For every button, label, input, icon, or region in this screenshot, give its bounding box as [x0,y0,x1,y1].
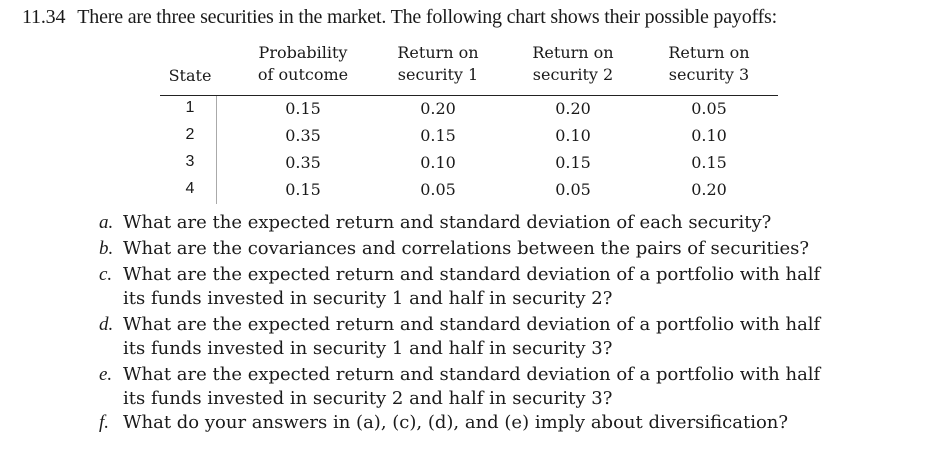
table-cell-return-3: 0.10 [691,126,727,145]
payoff-table: State Probability of outcome Return on s… [0,0,927,210]
header-rule [160,95,778,96]
header-probability-line-1: Probability [258,43,348,62]
header-state-line-1: State [168,66,212,85]
table-cell-probability: 0.15 [285,99,321,118]
header-security-1-line-2: security 1 [397,65,479,84]
table-cell-probability: 0.35 [285,153,321,172]
header-state: State [160,65,220,87]
table-cell-return-3: 0.15 [691,153,727,172]
question-text: What are the expected return and standar… [123,264,821,285]
question-letter: f. [99,412,110,433]
table-cell-probability: 0.35 [285,126,321,145]
question-letter: d. [99,314,114,335]
header-security-2-line-1: Return on [532,43,614,62]
header-security-2-line-2: security 2 [532,65,614,84]
question-text: What are the covariances and correlation… [123,238,809,259]
table-cell-return-2: 0.05 [555,180,591,199]
header-security-3: Return on security 3 [644,42,774,86]
question-text: What do your answers in (a), (c), (d), a… [123,412,789,433]
question-text: its funds invested in security 1 and hal… [123,288,613,309]
header-probability: Probability of outcome [238,42,368,86]
table-cell-state: 2 [185,126,195,143]
table-cell-return-3: 0.05 [691,99,727,118]
table-cell-return-3: 0.20 [691,180,727,199]
problem-statement: 11.34 There are three securities in the m… [22,6,777,29]
table-cell-probability: 0.15 [285,180,321,199]
table-cell-return-1: 0.15 [420,126,456,145]
header-security-3-line-2: security 3 [668,65,750,84]
question-letter: c. [99,264,113,285]
problem-number: 11.34 [22,6,66,28]
table-cell-return-1: 0.20 [420,99,456,118]
table-cell-return-2: 0.10 [555,126,591,145]
table-cell-return-1: 0.10 [420,153,456,172]
table-cell-state: 1 [185,99,195,116]
problem-text: There are three securities in the market… [77,6,777,28]
question-text: What are the expected return and standar… [123,364,821,385]
question-letter: a. [99,212,114,233]
header-security-2: Return on security 2 [508,42,638,86]
header-probability-line-2: of outcome [257,65,349,84]
table-cell-return-1: 0.05 [420,180,456,199]
table-cell-state: 3 [185,153,195,170]
header-security-1-line-1: Return on [397,43,479,62]
table-cell-return-2: 0.20 [555,99,591,118]
table-cell-state: 4 [185,180,195,197]
table-cell-return-2: 0.15 [555,153,591,172]
question-text: What are the expected return and standar… [123,314,821,335]
question-text: its funds invested in security 2 and hal… [123,388,613,409]
header-security-1: Return on security 1 [373,42,503,86]
question-text: its funds invested in security 1 and hal… [123,338,613,359]
header-security-3-line-1: Return on [668,43,750,62]
question-letter: e. [99,364,113,385]
question-letter: b. [99,238,114,259]
question-text: What are the expected return and standar… [123,212,772,233]
state-column-rule [216,96,217,204]
